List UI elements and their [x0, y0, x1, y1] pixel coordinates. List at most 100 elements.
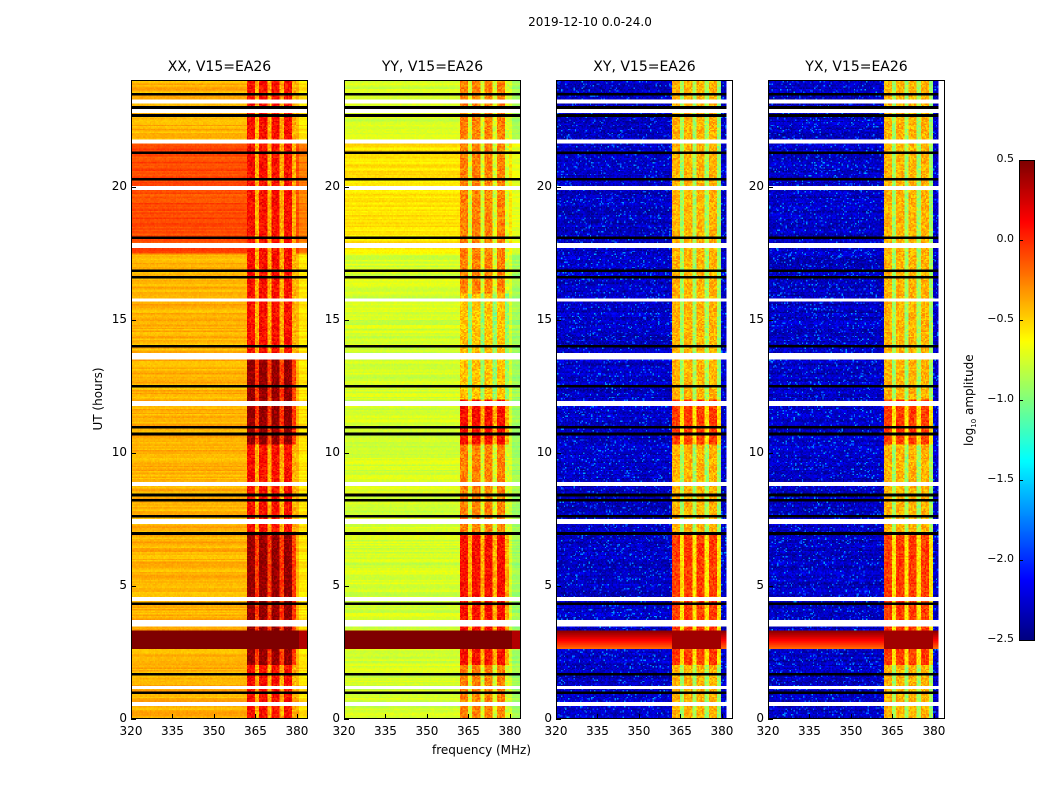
x-tick-mark — [468, 714, 470, 719]
y-tick-label: 5 — [756, 577, 764, 592]
y-tick-label: 15 — [536, 311, 552, 326]
x-tick-label: 380 — [710, 724, 734, 738]
x-tick-label: 335 — [374, 724, 397, 738]
colorbar-tick-mark — [1019, 160, 1023, 161]
x-tick-mark — [172, 714, 174, 719]
y-tick-label: 20 — [111, 178, 127, 193]
x-axis-label: frequency (MHz) — [432, 743, 532, 757]
x-tick-label: 350 — [415, 724, 439, 738]
y-tick-mark — [344, 452, 349, 454]
x-tick-mark — [768, 714, 769, 719]
y-tick-mark — [768, 585, 773, 587]
y-tick-label: 0 — [119, 711, 127, 725]
x-tick-label: 320 — [332, 724, 356, 738]
x-tick-label: 380 — [922, 724, 946, 738]
y-tick-mark — [131, 585, 136, 587]
x-tick-label: 380 — [498, 724, 522, 738]
x-tick-label: 335 — [586, 724, 609, 738]
colorbar-tick-mark — [1019, 400, 1023, 401]
panel-title: YX, V15=EA26 — [805, 59, 908, 75]
y-tick-mark — [344, 319, 349, 321]
y-tick-label: 5 — [544, 577, 552, 592]
heatmap-panel — [131, 80, 308, 719]
colorbar-tick-label: −2.5 — [987, 632, 1014, 645]
colorbar-tick-mark — [1019, 640, 1023, 641]
y-tick-label: 15 — [111, 311, 127, 326]
x-tick-mark — [131, 714, 132, 719]
y-tick-mark — [556, 186, 561, 188]
x-tick-label: 365 — [881, 724, 904, 738]
x-tick-label: 335 — [798, 724, 821, 738]
x-tick-mark — [638, 714, 640, 719]
y-tick-mark — [131, 452, 136, 454]
y-tick-mark — [131, 319, 136, 321]
panel-title: YY, V15=EA26 — [381, 59, 484, 75]
x-tick-label: 350 — [202, 724, 226, 738]
x-tick-label: 365 — [244, 724, 267, 738]
colorbar-label: log10 amplitude — [961, 354, 979, 447]
y-tick-label: 15 — [748, 311, 764, 326]
x-tick-mark — [933, 714, 935, 719]
x-tick-label: 320 — [756, 724, 780, 738]
colorbar-tick-label: 0.5 — [996, 152, 1015, 165]
y-tick-mark — [556, 719, 561, 720]
x-tick-mark — [680, 714, 682, 719]
colorbar-tick-label: −1.5 — [987, 472, 1014, 485]
x-tick-mark — [426, 714, 428, 719]
y-tick-mark — [768, 186, 773, 188]
y-tick-label: 15 — [324, 311, 340, 326]
x-tick-label: 320 — [119, 724, 143, 738]
colorbar-tick-label: −1.0 — [987, 392, 1014, 405]
x-tick-mark — [809, 714, 811, 719]
y-tick-mark — [344, 585, 349, 587]
heatmap-image — [345, 81, 520, 718]
y-tick-mark — [131, 186, 136, 188]
x-tick-label: 380 — [285, 724, 309, 738]
x-tick-label: 320 — [544, 724, 568, 738]
x-tick-mark — [892, 714, 894, 719]
x-tick-label: 335 — [161, 724, 184, 738]
panel-title: XX, V15=EA26 — [167, 59, 272, 75]
y-tick-label: 10 — [536, 444, 552, 459]
y-tick-label: 5 — [332, 577, 340, 592]
x-tick-mark — [385, 714, 387, 719]
heatmap-image — [769, 81, 944, 718]
y-tick-mark — [768, 452, 773, 454]
y-tick-mark — [131, 719, 136, 720]
x-tick-mark — [296, 714, 298, 719]
x-tick-mark — [556, 714, 557, 719]
x-tick-mark — [850, 714, 852, 719]
y-tick-mark — [344, 719, 349, 720]
colorbar-tick-label: −0.5 — [987, 312, 1014, 325]
x-tick-mark — [344, 714, 345, 719]
x-tick-label: 365 — [669, 724, 692, 738]
y-tick-label: 0 — [332, 711, 340, 725]
colorbar-tick-label: 0.0 — [996, 232, 1015, 245]
y-tick-label: 10 — [324, 444, 340, 459]
y-tick-label: 20 — [324, 178, 340, 193]
colorbar-tick-mark — [1019, 480, 1023, 481]
x-tick-label: 350 — [627, 724, 651, 738]
x-tick-label: 365 — [457, 724, 480, 738]
colorbar-tick-mark — [1019, 560, 1023, 561]
colorbar-tick-mark — [1019, 320, 1023, 321]
y-tick-mark — [556, 585, 561, 587]
y-tick-label: 0 — [544, 711, 552, 725]
x-tick-mark — [597, 714, 599, 719]
y-tick-label: 0 — [756, 711, 764, 725]
heatmap-panel — [768, 80, 945, 719]
x-tick-mark — [509, 714, 511, 719]
y-tick-label: 10 — [111, 444, 127, 459]
x-tick-label: 350 — [839, 724, 863, 738]
y-tick-label: 20 — [748, 178, 764, 193]
colorbar-tick-label: −2.0 — [987, 552, 1014, 565]
x-tick-mark — [721, 714, 723, 719]
figure-title: 2019-12-10 0.0-24.0 — [528, 15, 652, 29]
colorbar-tick-mark — [1019, 240, 1023, 241]
x-tick-mark — [213, 714, 215, 719]
y-tick-mark — [344, 186, 349, 188]
y-axis-label: UT (hours) — [91, 367, 105, 431]
y-tick-mark — [768, 719, 773, 720]
heatmap-image — [557, 81, 732, 718]
y-tick-label: 10 — [748, 444, 764, 459]
